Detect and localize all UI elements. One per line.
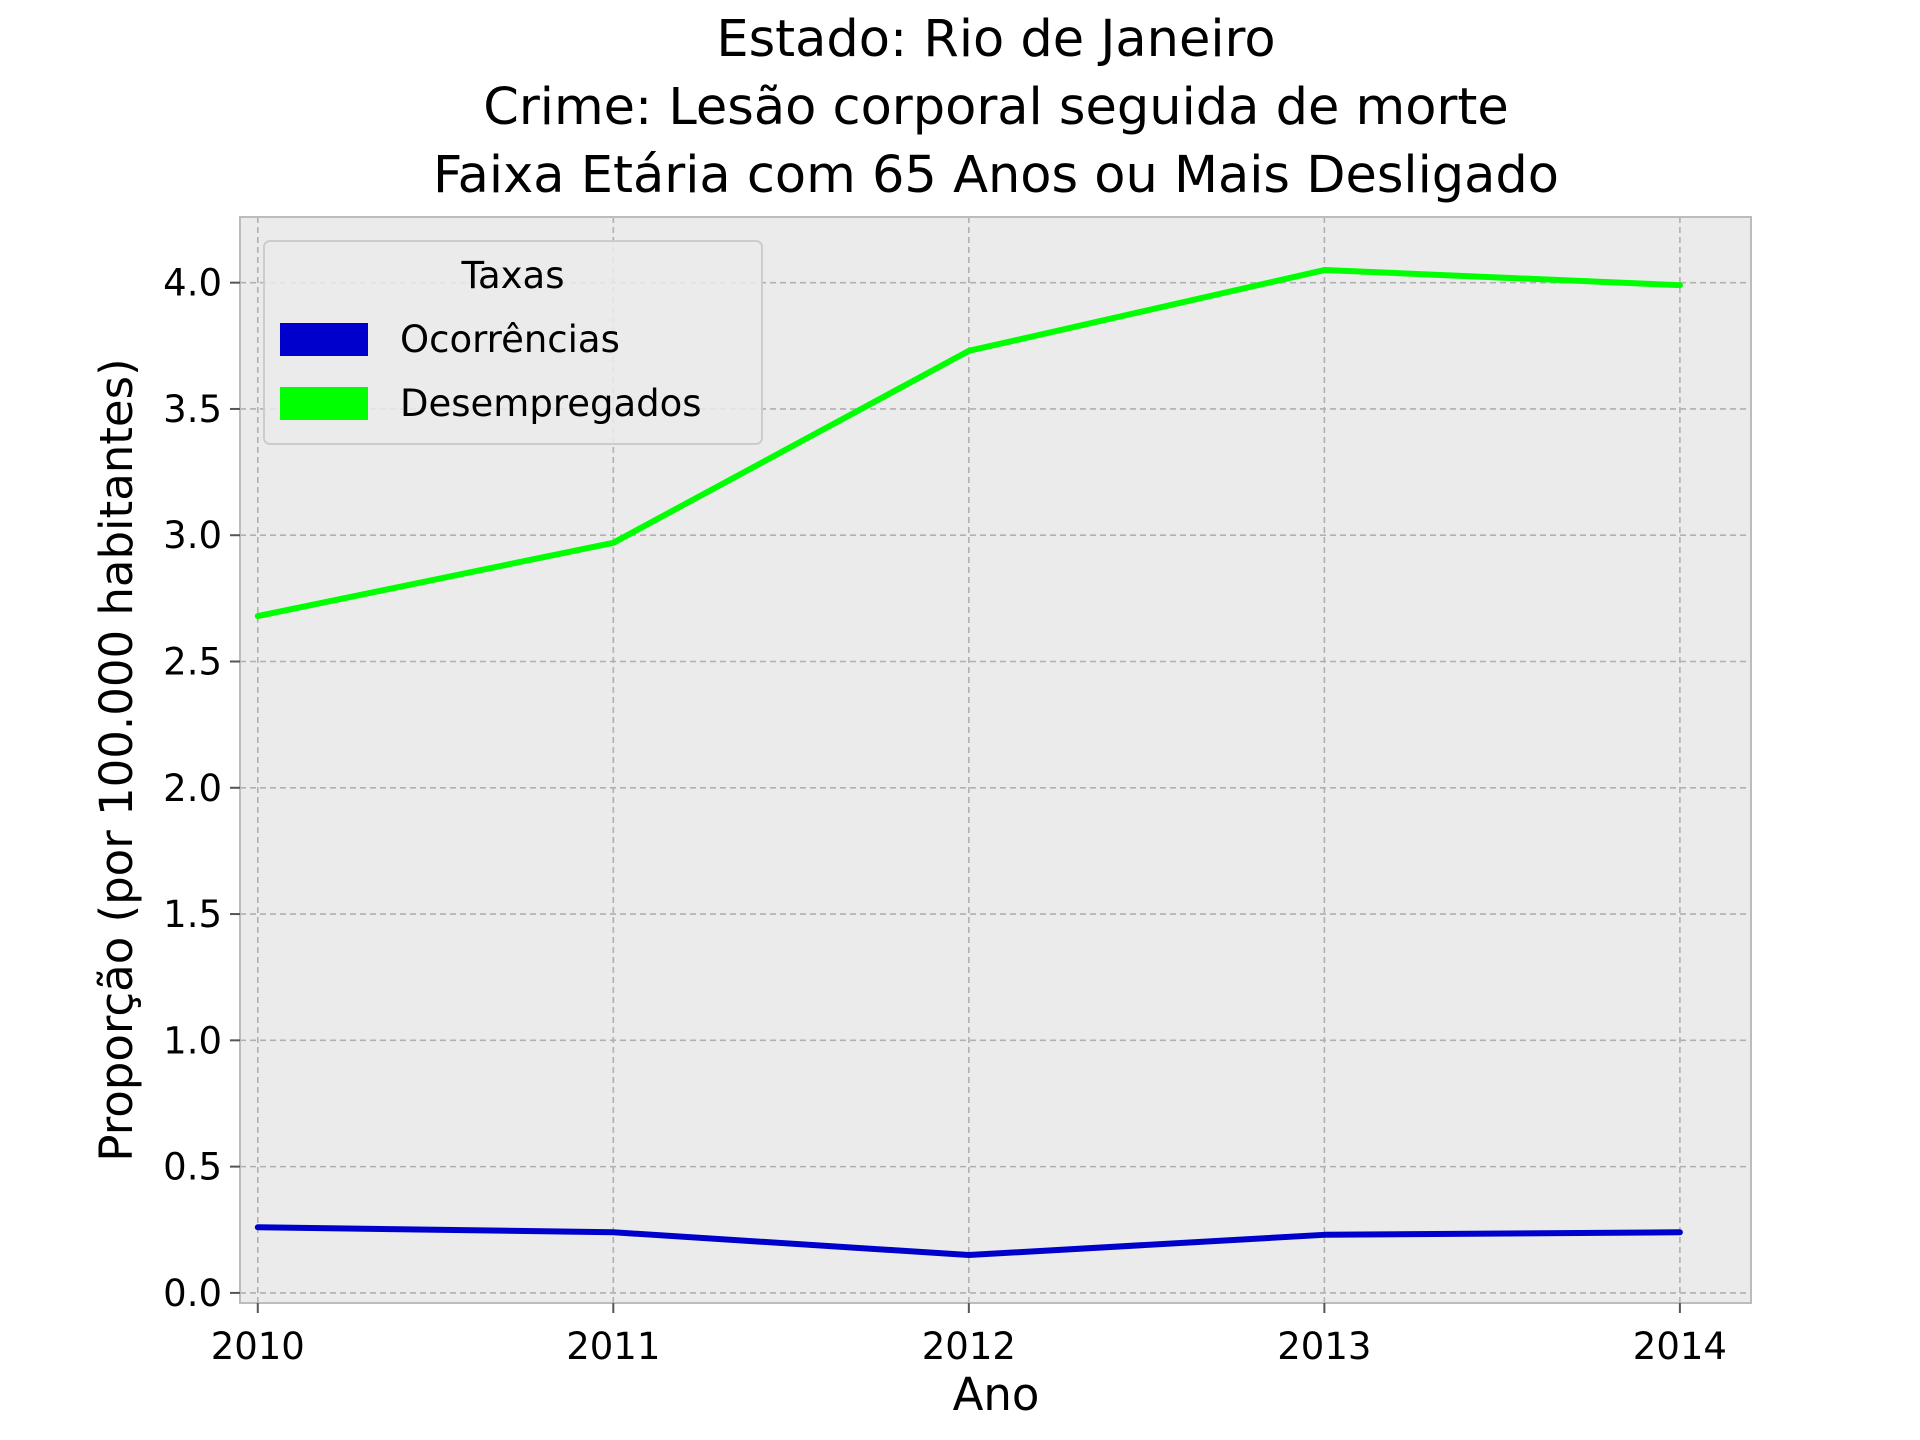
- y-tick-label: 2.0: [163, 767, 222, 810]
- legend-label-ocorrencias: Ocorrências: [400, 318, 620, 361]
- legend-swatch-desempregados: [280, 387, 368, 420]
- x-tick-label: 2013: [1277, 1325, 1371, 1368]
- legend-box: [263, 240, 763, 445]
- y-tick-label: 0.5: [163, 1146, 222, 1189]
- x-axis-label: Ano: [953, 1368, 1040, 1421]
- y-tick-label: 2.5: [163, 641, 222, 684]
- x-tick-label: 2010: [211, 1325, 305, 1368]
- y-tick-label: 1.0: [163, 1019, 222, 1062]
- x-tick-label: 2012: [922, 1325, 1016, 1368]
- chart-title-line-2: Crime: Lesão corporal seguida de morte: [483, 78, 1509, 137]
- plot-frame: [239, 216, 1752, 1304]
- x-tick-label: 2014: [1633, 1325, 1727, 1368]
- chart-title: Estado: Rio de Janeiro Crime: Lesão corp…: [433, 10, 1559, 205]
- series-line-desempregados: [254, 267, 1683, 620]
- x-tick-label: 2011: [566, 1325, 660, 1368]
- y-tick-label: 0.0: [163, 1272, 222, 1315]
- series-lines: [254, 267, 1683, 1259]
- chart-title-line-3: Faixa Etária com 65 Anos ou Mais Desliga…: [433, 146, 1559, 205]
- y-tick-label: 3.0: [163, 514, 222, 557]
- x-axis-ticks: 2010 2011 2012 2013 2014: [211, 1303, 1727, 1368]
- y-tick-label: 1.5: [163, 893, 222, 936]
- legend-swatch-ocorrencias: [280, 323, 368, 356]
- y-axis-ticks: 0.0 0.5 1.0 1.5 2.0 2.5 3.0 3.5 4.0: [163, 262, 240, 1315]
- legend-label-desempregados: Desempregados: [400, 382, 702, 425]
- y-tick-label: 3.5: [163, 388, 222, 431]
- legend: Taxas Ocorrências Desempregados: [263, 240, 763, 445]
- y-axis-label: Proporção (por 100.000 habitantes): [90, 358, 143, 1161]
- y-tick-label: 4.0: [163, 262, 222, 305]
- series-line-ocorrencias: [254, 1224, 1683, 1259]
- legend-title: Taxas: [461, 254, 565, 297]
- chart-title-line-1: Estado: Rio de Janeiro: [716, 10, 1275, 69]
